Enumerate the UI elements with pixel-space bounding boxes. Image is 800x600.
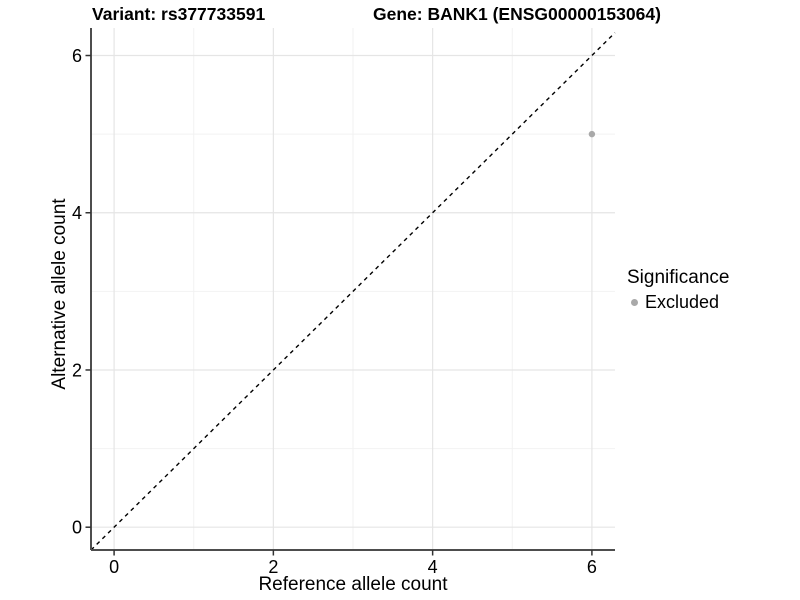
legend-item: Excluded — [627, 291, 729, 313]
legend-title: Significance — [627, 267, 730, 288]
y-axis-title: Alternative allele count — [49, 198, 70, 390]
y-tick-label: 6 — [72, 46, 82, 66]
y-tick-label: 0 — [72, 518, 82, 538]
legend-items: Excluded — [627, 291, 729, 313]
variant-title: Variant: rs377733591 — [92, 4, 266, 24]
x-tick-label: 6 — [587, 557, 597, 577]
x-tick-label: 2 — [268, 557, 278, 577]
x-tick-label: 0 — [109, 557, 119, 577]
y-tick-label: 4 — [72, 203, 82, 223]
x-axis-title: Reference allele count — [258, 574, 448, 595]
legend-dot-icon — [631, 298, 638, 306]
gene-title: Gene: BANK1 (ENSG00000153064) — [373, 4, 661, 24]
x-tick-label: 4 — [428, 557, 438, 577]
legend: Significance Excluded — [627, 266, 729, 313]
y-tick-label: 2 — [72, 360, 82, 380]
data-point[interactable] — [588, 130, 596, 138]
identity-line — [90, 32, 616, 551]
legend-item-label: Excluded — [645, 292, 720, 312]
